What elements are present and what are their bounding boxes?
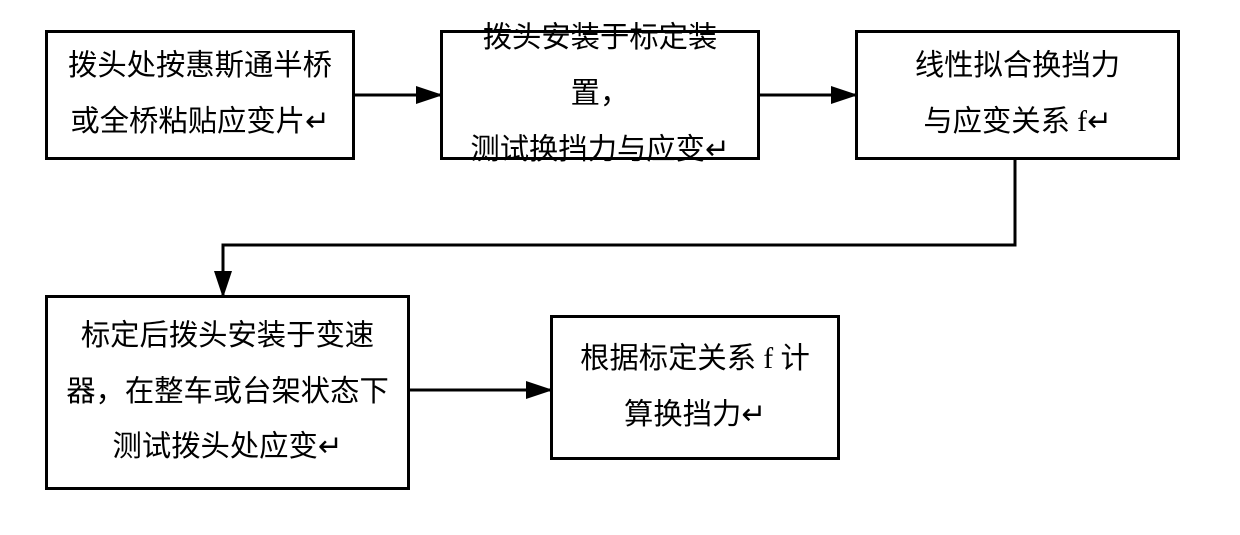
flow-node-n2: 拨头安装于标定装置， 测试换挡力与应变↵	[440, 30, 760, 160]
flowchart-canvas: 拨头处按惠斯通半桥 或全桥粘贴应变片↵ 拨头安装于标定装置， 测试换挡力与应变↵ 线…	[0, 0, 1240, 535]
flow-node-n3: 线性拟合换挡力 与应变关系 f↵	[855, 30, 1180, 160]
flow-node-label: 拨头安装于标定装置， 测试换挡力与应变↵	[461, 11, 739, 178]
flow-node-label: 根据标定关系 f 计 算换挡力↵	[580, 332, 810, 443]
flow-node-n1: 拨头处按惠斯通半桥 或全桥粘贴应变片↵	[45, 30, 355, 160]
flow-node-label: 拨头处按惠斯通半桥 或全桥粘贴应变片↵	[68, 39, 332, 150]
flow-node-label: 标定后拨头安装于变速 器，在整车或台架状态下 测试拨头处应变↵	[66, 309, 389, 476]
flow-node-n5: 根据标定关系 f 计 算换挡力↵	[550, 315, 840, 460]
flow-node-n4: 标定后拨头安装于变速 器，在整车或台架状态下 测试拨头处应变↵	[45, 295, 410, 490]
flow-edge-e3	[223, 160, 1015, 295]
flow-node-label: 线性拟合换挡力 与应变关系 f↵	[915, 39, 1120, 150]
